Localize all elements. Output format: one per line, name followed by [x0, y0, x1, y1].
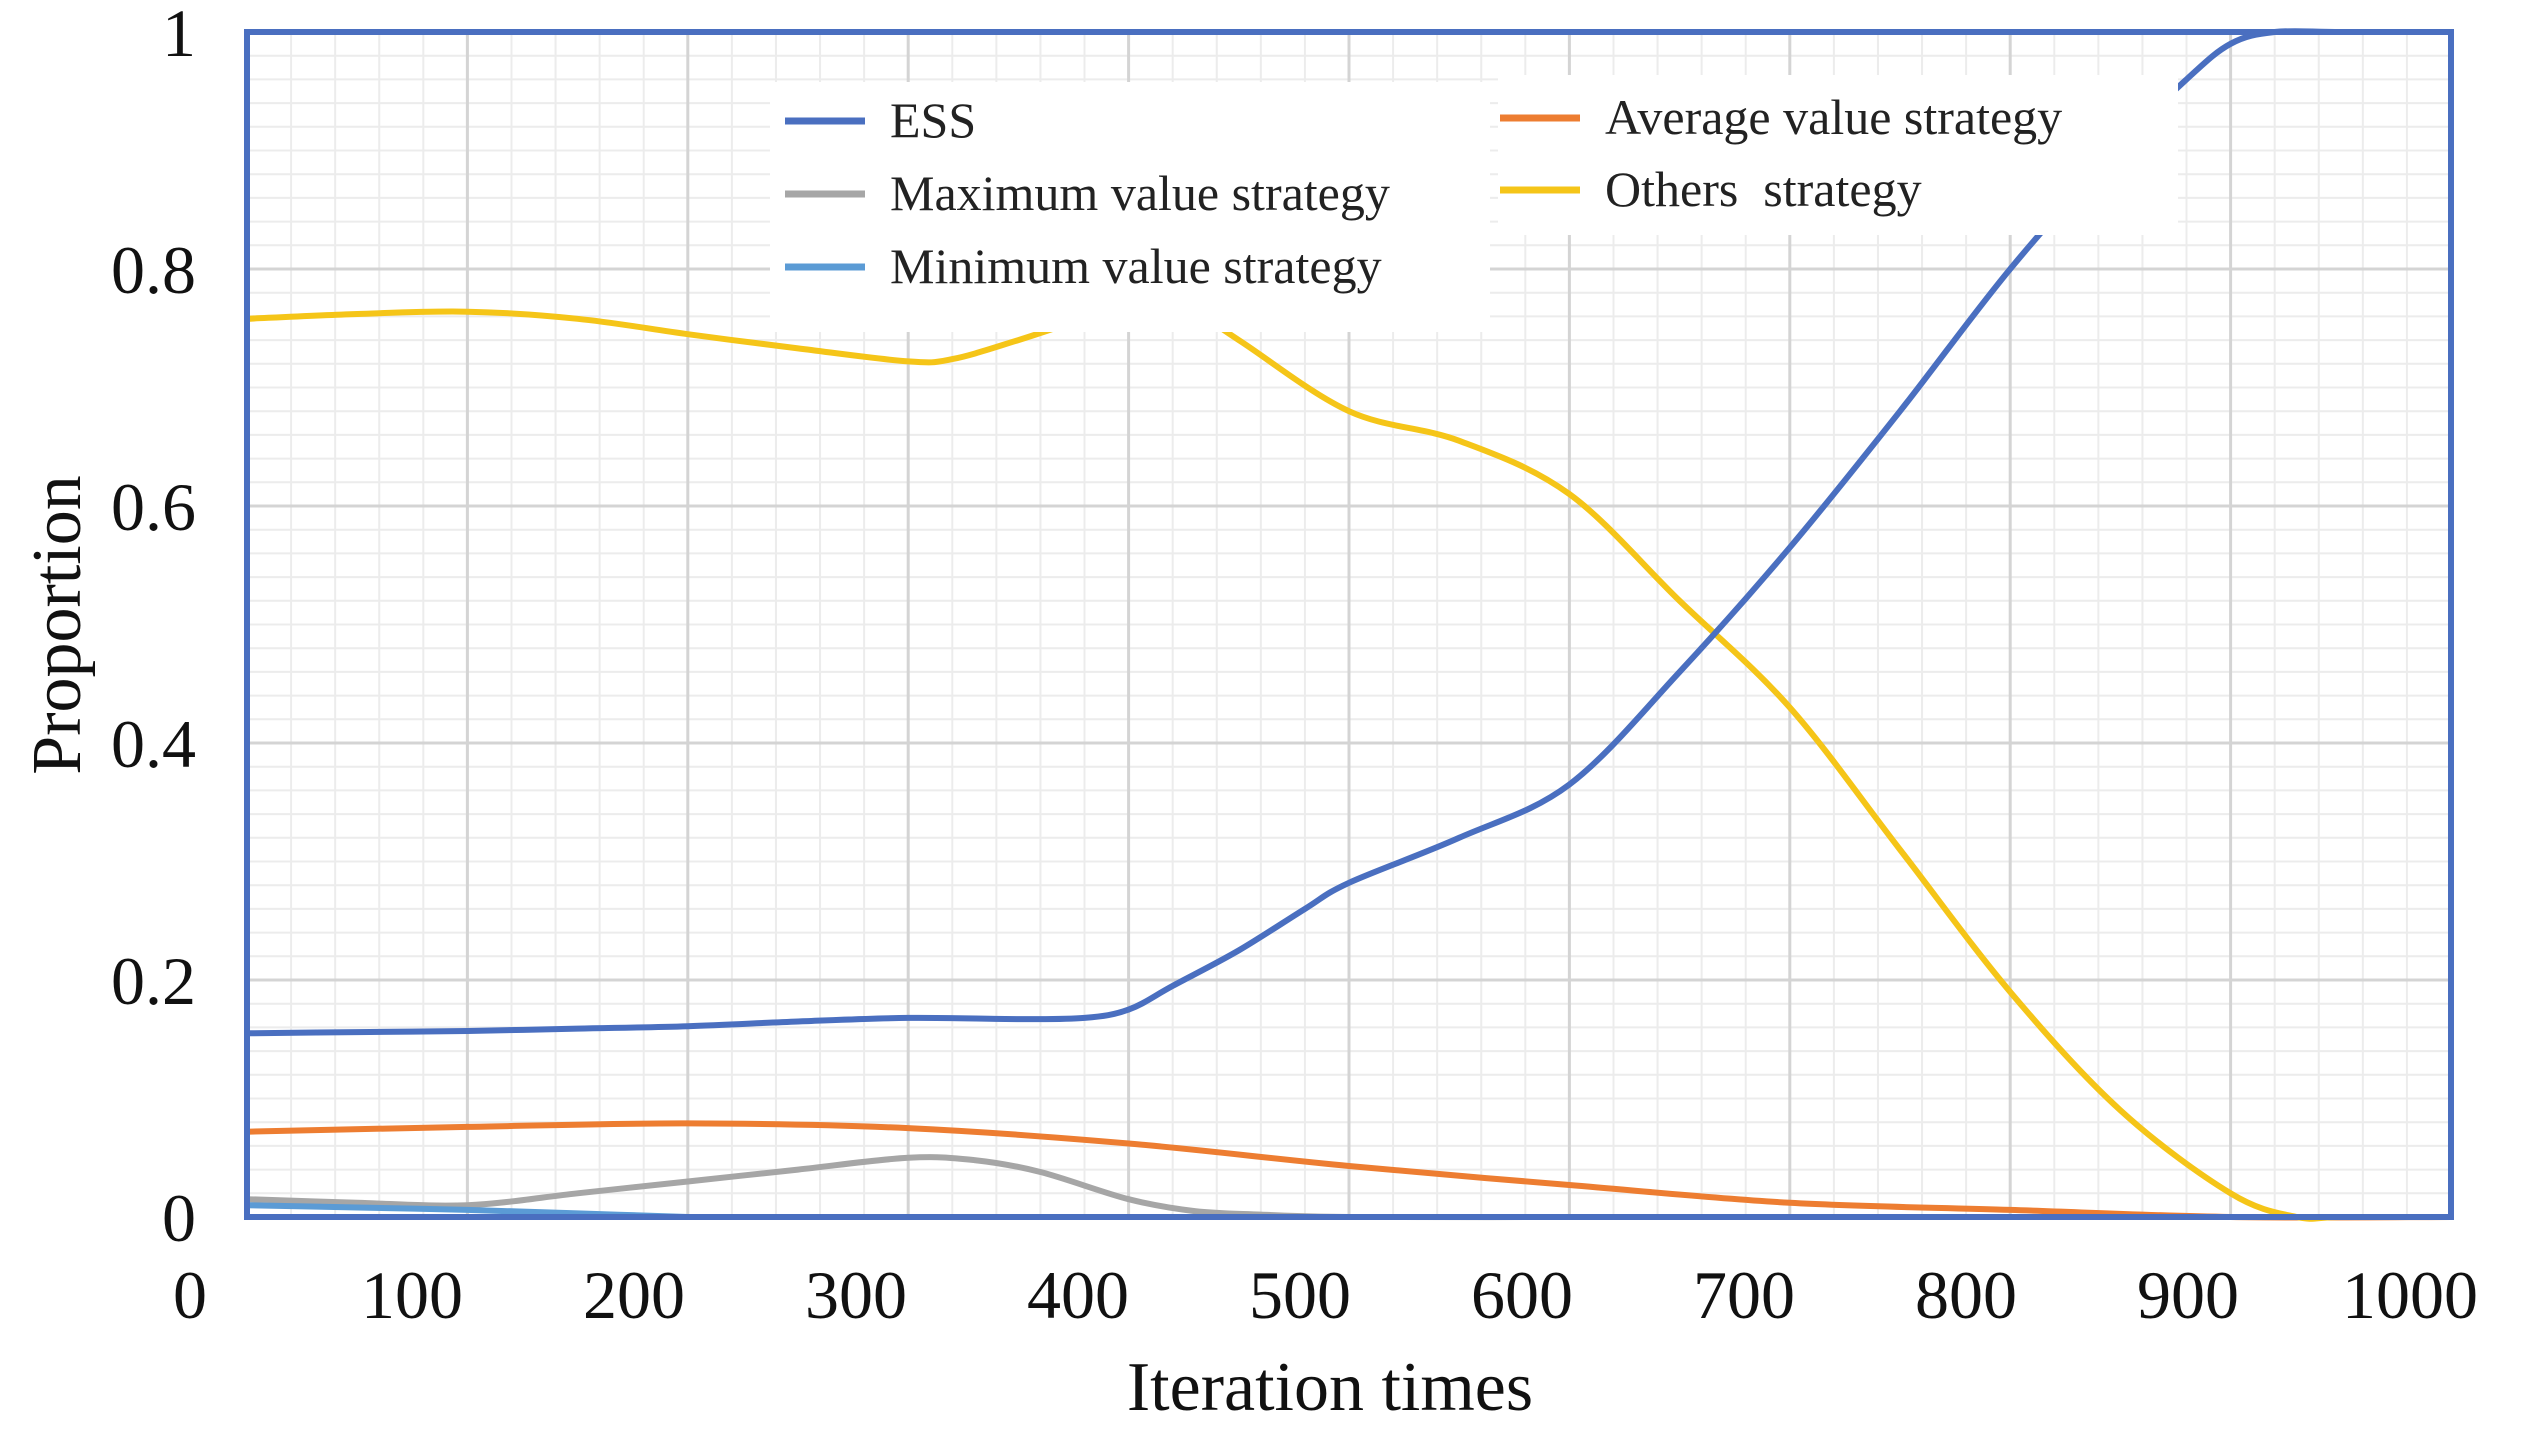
y-tick-label: 0 — [162, 1180, 196, 1256]
x-tick-label: 400 — [1027, 1257, 1129, 1333]
legend-box-right — [1498, 75, 2178, 235]
legend-label-average-value-strategy: Average value strategy — [1605, 89, 2062, 145]
x-axis-ticks: 0 100 200 300 400 500 600 700 800 900 1000 — [173, 1257, 2478, 1333]
y-tick-label: 0.2 — [111, 943, 196, 1019]
y-axis-ticks: 0 0.2 0.4 0.6 0.8 1 — [111, 0, 196, 1256]
x-tick-label: 200 — [583, 1257, 685, 1333]
x-tick-label: 500 — [1249, 1257, 1351, 1333]
x-tick-label: 800 — [1915, 1257, 2017, 1333]
x-tick-label: 300 — [805, 1257, 907, 1333]
x-tick-label: 0 — [173, 1257, 207, 1333]
legend-label-minimum-value-strategy: Minimum value strategy — [890, 238, 1382, 294]
y-tick-label: 0.4 — [111, 706, 196, 782]
legend: ESS Maximum value strategy Minimum value s… — [770, 75, 2178, 332]
x-tick-label: 100 — [361, 1257, 463, 1333]
legend-label-maximum-value-strategy: Maximum value strategy — [890, 165, 1390, 221]
legend-label-ess: ESS — [890, 92, 976, 148]
x-tick-label: 600 — [1471, 1257, 1573, 1333]
y-tick-label: 0.8 — [111, 232, 196, 308]
y-axis-label: Proportion — [19, 475, 96, 774]
plot-frame — [244, 29, 2454, 1220]
y-tick-label: 0.6 — [111, 469, 196, 545]
y-tick-label: 1 — [162, 0, 196, 71]
x-tick-label: 1000 — [2342, 1257, 2478, 1333]
series-line-average-value-strategy — [244, 1120, 2454, 1221]
legend-label-others-strategy: Others strategy — [1605, 161, 1922, 217]
series-line-others-strategy — [244, 293, 2454, 1222]
legend-box-left — [770, 82, 1490, 332]
x-axis-label: Iteration times — [1127, 1349, 1533, 1426]
x-tick-label: 900 — [2137, 1257, 2239, 1333]
x-tick-label: 700 — [1693, 1257, 1795, 1333]
